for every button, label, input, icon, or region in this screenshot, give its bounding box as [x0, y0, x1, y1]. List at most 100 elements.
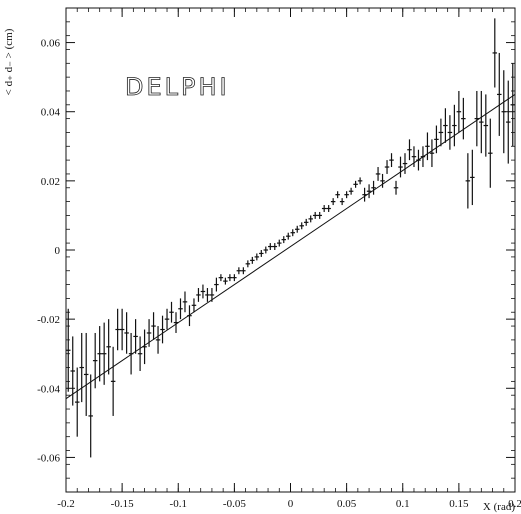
y-tick-label: -0.06: [37, 452, 60, 464]
data-point: [348, 187, 354, 195]
data-point: [200, 284, 206, 299]
data-points-layer: [66, 18, 515, 458]
y-tick-label: 0: [55, 245, 61, 257]
data-point: [119, 308, 125, 351]
y-axis-label: < d₊ d₋ > (cm): [3, 28, 15, 95]
data-point: [164, 308, 170, 330]
data-point: [223, 277, 228, 285]
data-point: [227, 274, 233, 282]
x-tick-label: -0.2: [57, 498, 74, 510]
data-point: [429, 139, 435, 168]
data-point: [303, 218, 309, 226]
data-point: [420, 146, 426, 168]
data-point: [97, 326, 102, 382]
data-point: [191, 298, 197, 313]
y-tick-label: 0.02: [41, 176, 60, 188]
data-point: [501, 70, 507, 154]
data-point: [110, 346, 116, 416]
data-point: [115, 308, 120, 351]
data-point: [182, 291, 188, 313]
data-point: [169, 301, 174, 323]
data-point: [133, 319, 138, 354]
data-point: [106, 319, 111, 375]
data-point: [447, 115, 453, 150]
data-point: [254, 253, 260, 261]
data-point: [474, 90, 480, 147]
data-point: [317, 211, 322, 219]
data-point: [438, 118, 444, 147]
data-point: [375, 167, 381, 181]
data-point: [299, 222, 304, 230]
data-point: [483, 94, 489, 157]
data-point: [425, 132, 430, 161]
data-point: [479, 90, 484, 154]
data-point: [294, 225, 300, 233]
x-axis-label: X (rad): [483, 501, 515, 513]
data-point: [268, 243, 273, 250]
data-point: [160, 315, 165, 344]
data-point: [88, 374, 93, 458]
data-point: [236, 267, 242, 275]
data-point: [241, 267, 246, 275]
fit-line: [65, 94, 516, 400]
data-point: [362, 187, 367, 202]
x-tick-label: -0.1: [170, 498, 187, 510]
y-axis: -0.06 -0.04 -0.02 0 0.02 0.04 0.06: [37, 7, 515, 493]
data-point: [205, 288, 210, 302]
data-point: [335, 191, 340, 199]
data-point: [155, 326, 161, 354]
data-point: [443, 108, 448, 143]
data-point: [312, 211, 318, 219]
data-point: [308, 215, 313, 223]
data-point: [79, 332, 84, 403]
data-point: [124, 312, 129, 354]
data-point: [70, 336, 75, 406]
data-point: [434, 125, 439, 154]
data-point: [92, 332, 98, 389]
data-point: [151, 312, 156, 340]
y-tick-label: 0.04: [41, 107, 61, 119]
fit-line-layer: [65, 94, 516, 400]
data-point: [470, 149, 475, 206]
x-tick-label: 0.2: [508, 498, 521, 510]
data-point: [209, 288, 215, 302]
data-point: [101, 322, 107, 385]
x-tick-label: -0.05: [223, 498, 246, 510]
data-point: [178, 298, 183, 320]
data-point: [196, 288, 201, 302]
data-point: [465, 153, 471, 209]
data-point: [461, 97, 466, 140]
data-point: [137, 336, 143, 371]
data-point: [326, 205, 331, 212]
data-point: [407, 139, 412, 161]
data-point: [402, 153, 408, 174]
data-point: [497, 52, 502, 136]
data-point: [416, 149, 421, 171]
x-axis: -0.2 -0.15 -0.1 -0.05 0 0.05 0.1 0.15 0.2: [57, 8, 521, 510]
data-point: [286, 232, 291, 240]
experiment-annotation: DELPHI: [125, 73, 230, 101]
data-point: [218, 274, 224, 282]
data-point: [393, 180, 399, 195]
y-tick-label: -0.02: [37, 314, 60, 326]
data-point: [272, 243, 278, 250]
data-point: [128, 332, 134, 375]
x-tick-label: 0.15: [449, 498, 469, 510]
data-point: [263, 246, 269, 254]
data-point: [398, 156, 403, 178]
data-point: [411, 146, 417, 168]
data-point: [83, 332, 89, 416]
data-point: [492, 18, 498, 88]
data-point: [66, 308, 71, 392]
data-point: [281, 236, 287, 244]
data-point: [384, 160, 390, 174]
data-point: [389, 153, 394, 168]
data-point: [259, 250, 264, 257]
y-tick-label: -0.04: [37, 383, 60, 395]
data-point: [214, 277, 219, 292]
data-point: [380, 173, 385, 188]
data-point: [506, 80, 511, 164]
data-point: [245, 260, 251, 268]
data-point: [371, 180, 376, 195]
